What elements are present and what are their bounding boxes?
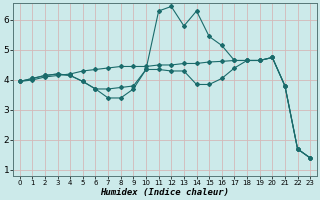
X-axis label: Humidex (Indice chaleur): Humidex (Indice chaleur) <box>100 188 229 197</box>
